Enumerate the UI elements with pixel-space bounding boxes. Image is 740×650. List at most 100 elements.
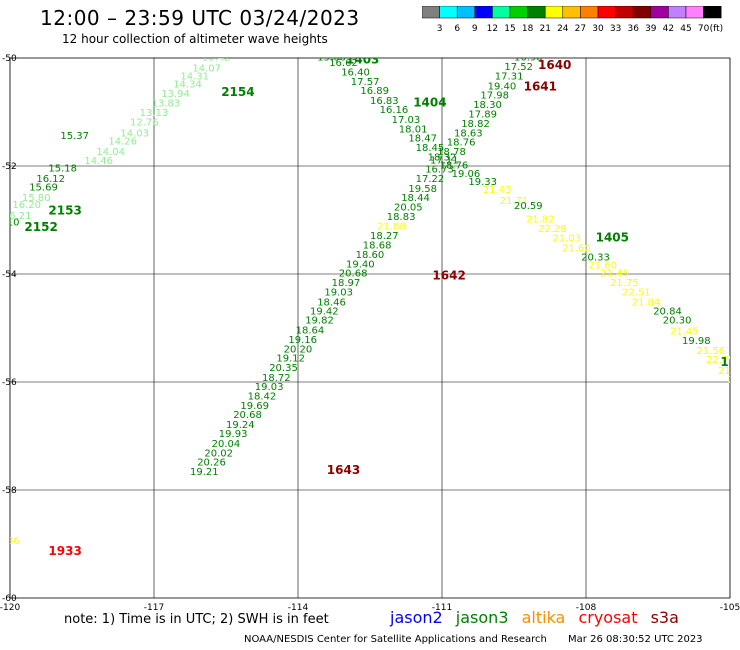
x-tick-label: -108: [576, 603, 597, 613]
page-title: 12:00 – 23:59 UTC 03/24/2023: [40, 6, 360, 30]
note-text: note: 1) Time is in UTC; 2) SWH is in fe…: [64, 612, 329, 627]
wave-height-label: 19.33: [468, 177, 497, 188]
wave-height-label: 20.26: [197, 458, 226, 469]
wave-height-label: 14.31: [180, 72, 209, 83]
y-tick-label: -60: [2, 594, 17, 604]
wave-height-label: 21.60: [588, 261, 617, 272]
wave-height-label: 17.03: [392, 115, 421, 126]
wave-height-label: 19.03: [324, 288, 353, 299]
wave-height-label: 20.33: [581, 253, 610, 264]
wave-height-label: 18.68: [363, 241, 392, 252]
wave-height-label: 18.44: [401, 193, 430, 204]
wave-height-label: 18.01: [399, 125, 428, 136]
wave-height-label: 18.76: [447, 137, 476, 148]
wave-height-label: 21.60: [562, 243, 591, 254]
wave-height-label: 17.52: [504, 62, 533, 73]
legend-label: 6: [454, 24, 460, 34]
y-tick-label: -52: [2, 162, 17, 172]
legend-label: 39: [645, 24, 657, 34]
wave-height-label: 22.28: [538, 224, 567, 235]
wave-height-label: 22.75: [706, 355, 735, 366]
legend-label: 18: [522, 24, 534, 34]
wave-height-label: 15.80: [22, 193, 51, 204]
wave-height-label: 18.78: [437, 147, 466, 158]
legend-label: 21: [539, 24, 550, 34]
wave-height-label: 17.57: [351, 77, 380, 88]
wave-height-label: 21.82: [526, 215, 555, 226]
wave-height-label: 14.04: [96, 147, 125, 158]
pass-number-label: 1643: [327, 463, 360, 477]
pass-number-label: 1405: [596, 231, 629, 245]
wave-height-label: 20.30: [663, 316, 692, 327]
wave-height-label: 18.60: [356, 250, 385, 261]
satellite-s3a: s3a: [650, 608, 679, 627]
footer-timestamp: Mar 26 08:30:52 UTC 2023: [568, 634, 703, 645]
x-tick-label: -105: [720, 603, 740, 613]
satellite-key: jason2 jason3 altika cryosat s3a: [390, 608, 687, 627]
wave-height-label: 19.69: [240, 401, 269, 412]
legend-label: 12: [487, 24, 498, 34]
wave-height-label: 20.02: [204, 449, 233, 460]
satellite-altika: altika: [521, 608, 566, 627]
wave-height-label: 21.45: [600, 269, 629, 280]
wave-height-label: 16.83: [370, 96, 399, 107]
legend-label: 33: [610, 24, 621, 34]
wave-height-label: 21.75: [610, 278, 639, 289]
wave-height-label: 18.27: [370, 231, 399, 242]
color-legend: 3 6 9 12 15 18 21 24 27 30 33 36 39 42 45 70 (ft): [422, 6, 724, 34]
wave-height-label: 16.16: [380, 105, 409, 116]
y-tick-label: -56: [2, 378, 17, 388]
wave-height-label: 18.82: [461, 119, 490, 130]
wave-height-label: 20.59: [514, 201, 543, 212]
x-tick-label: -120: [0, 603, 20, 613]
page-subtitle: 12 hour collection of altimeter wave hei…: [62, 32, 328, 46]
legend-label: 9: [472, 24, 478, 34]
wave-height-label: 15.18: [48, 163, 77, 174]
wave-height-label: 20.20: [284, 344, 313, 355]
wave-height-label: 22.51: [622, 288, 651, 299]
footer: NOAA/NESDIS Center for Satellite Applica…: [244, 634, 703, 645]
wave-height-label: 18.30: [473, 100, 502, 111]
wave-height-label: 18.64: [296, 325, 325, 336]
legend-label: 45: [680, 24, 691, 34]
plot-frame: [9, 57, 731, 599]
wave-height-label: 19.03: [255, 382, 284, 393]
legend-label: 36: [627, 24, 639, 34]
wave-height-label: 17.10: [0, 217, 19, 228]
wave-height-label: 14.26: [108, 136, 137, 147]
wave-height-label: 15.37: [60, 131, 89, 142]
legend-label: 30: [592, 24, 604, 34]
wave-height-label: 21.43: [483, 185, 512, 196]
wave-height-label: 13.42: [202, 53, 231, 64]
legend-label: 24: [557, 24, 569, 34]
footer-source: NOAA/NESDIS Center for Satellite Applica…: [244, 634, 547, 645]
legend-swatch: [703, 6, 722, 19]
wave-height-label: 18.46: [317, 297, 346, 308]
wave-height-label: 17.22: [416, 174, 445, 185]
x-tick-label: -111: [432, 603, 452, 613]
wave-height-label: 13.13: [140, 108, 169, 119]
y-tick-label: -50: [2, 54, 17, 64]
pass-number-label: 1641: [524, 79, 557, 93]
legend-unit: (ft): [710, 24, 724, 34]
wave-height-label: 21.88: [377, 222, 406, 233]
wave-height-label: 20.35: [269, 363, 298, 374]
wave-height-label: 21.71: [500, 196, 529, 207]
legend-label: 27: [575, 24, 586, 34]
data-points: 13.4214.0714.3114.3413.9413.8313.1312.76…: [0, 52, 735, 558]
wave-height-label: 14.03: [120, 128, 149, 139]
wave-height-label: 18.47: [408, 134, 437, 145]
pass-number-label: 1640: [538, 58, 571, 72]
wave-height-label: 21.45: [670, 326, 699, 337]
pass-number-label: 1403: [346, 52, 379, 66]
pass-number-label: 1642: [432, 268, 465, 282]
wave-height-label: 18.32: [428, 153, 457, 164]
wave-height-label: 21.84: [632, 297, 661, 308]
wave-height-label: 20.84: [653, 307, 682, 318]
wave-height-label: 19.40: [488, 81, 517, 92]
y-tick-label: -58: [2, 486, 17, 496]
wave-height-label: 18.45: [416, 143, 445, 154]
wave-height-label: 18.72: [262, 373, 291, 384]
wave-height-label: 16.12: [36, 174, 65, 185]
pass-number-label: 2152: [24, 220, 57, 234]
